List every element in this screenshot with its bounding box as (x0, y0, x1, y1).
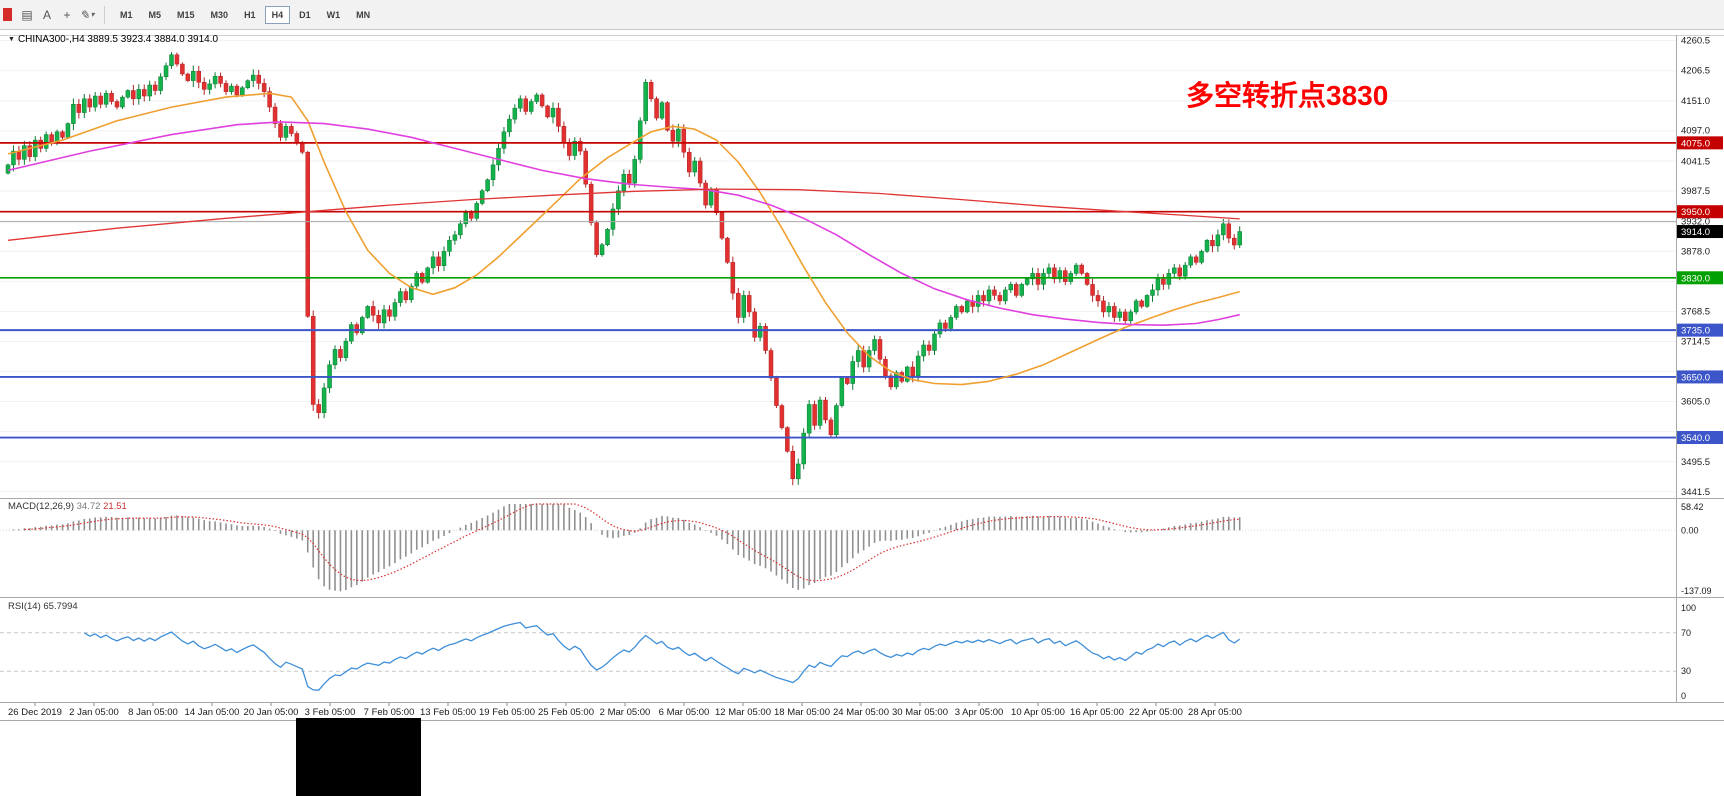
time-label: 14 Jan 05:00 (185, 707, 240, 718)
price-tick-label: 3987.5 (1681, 186, 1710, 197)
rsi-axis-label: 100 (1681, 603, 1696, 613)
menu-icon[interactable]: ▤ (21, 7, 33, 22)
ma-mid-magenta (7, 121, 1240, 327)
timeframe-d1[interactable]: D1 (299, 9, 311, 20)
chart-title: ▼ CHINA300-,H4 3889.5 3923.4 3884.0 3914.… (8, 34, 218, 45)
macd-label: MACD(12,26,9) 34.72 21.51 (8, 501, 127, 512)
bottom-black-bar (296, 718, 421, 796)
price-tick-label: 3605.0 (1681, 397, 1710, 408)
timeframe-mn[interactable]: MN (356, 9, 371, 20)
time-label: 13 Feb 05:00 (420, 707, 476, 718)
rsi-axis-label: 70 (1681, 628, 1691, 638)
macd-value-signal: 21.51 (103, 501, 127, 512)
timeframe-switcher: M1 M5 M15 M30 H1 H4 D1 W1 MN (112, 5, 378, 24)
time-label: 3 Feb 05:00 (305, 707, 356, 718)
price-badge-label: 4075.0 (1681, 138, 1710, 149)
time-label: 25 Feb 05:00 (538, 707, 594, 718)
time-label: 8 Jan 05:00 (128, 707, 178, 718)
price-tick-label: 3932.0 (1681, 217, 1710, 228)
crosshair-icon[interactable]: + (63, 7, 71, 22)
time-label: 20 Jan 05:00 (244, 707, 299, 718)
timeframe-m5[interactable]: M5 (148, 9, 162, 20)
candlestick-series (5, 52, 1242, 486)
price-tick-label: 3768.5 (1681, 307, 1710, 318)
time-label: 12 Mar 05:00 (715, 707, 771, 718)
time-label: 22 Apr 05:00 (1129, 707, 1183, 718)
price-tick-label: 3878.0 (1681, 246, 1710, 257)
toolbar-separator (104, 5, 105, 24)
chevron-down-icon: ▾ (90, 10, 95, 19)
time-label: 24 Mar 05:00 (833, 707, 889, 718)
time-label: 19 Feb 05:00 (479, 707, 535, 718)
price-tick-label: 4151.0 (1681, 96, 1710, 107)
macd-signal-line (24, 503, 1240, 582)
macd-axis-max: 58.42 (1681, 502, 1704, 512)
price-tick-label: 4206.5 (1681, 65, 1710, 76)
price-badge-label: 3540.0 (1681, 433, 1710, 444)
time-label: 30 Mar 05:00 (892, 707, 948, 718)
timeframe-m1[interactable]: M1 (120, 9, 133, 20)
macd-axis-zero: 0.00 (1681, 525, 1699, 535)
time-label: 6 Mar 05:00 (659, 707, 710, 718)
symbol-ohlc-text: CHINA300-,H4 3889.5 3923.4 3884.0 3914.0 (17, 34, 219, 45)
price-tick-label: 4041.5 (1681, 156, 1710, 167)
price-badge (1677, 323, 1723, 337)
time-label: 16 Apr 05:00 (1070, 707, 1124, 718)
price-tick-label: 4260.5 (1681, 36, 1710, 47)
price-badge (1677, 431, 1723, 445)
time-label: 18 Mar 05:00 (774, 707, 830, 718)
ma-fast-orange (7, 92, 1240, 386)
timeframe-m15[interactable]: M15 (177, 9, 195, 20)
price-badge-label: 3950.0 (1681, 207, 1710, 218)
rsi-label: RSI(14) 65.7994 (8, 601, 78, 612)
rsi-value: 65.7994 (43, 601, 78, 612)
chart-menu-icon[interactable]: ▼ (8, 36, 15, 43)
price-tick-label: 3495.5 (1681, 457, 1710, 468)
price-tick-label: 4097.0 (1681, 126, 1710, 137)
app-icon[interactable] (3, 8, 12, 21)
ma-slow-red (7, 188, 1240, 241)
price-tick-label: 3441.5 (1681, 487, 1710, 498)
annotation-text[interactable]: 多空转折点3830 (1186, 80, 1389, 111)
rsi-line (83, 621, 1241, 691)
time-label: 2 Jan 05:00 (69, 707, 119, 718)
price-badge (1677, 205, 1723, 219)
pencil-icon: ✎ (79, 7, 90, 22)
timeframe-m30[interactable]: M30 (210, 9, 229, 20)
draw-tools-icon[interactable]: ✎ ▾ (77, 5, 97, 25)
macd-histogram (12, 504, 1241, 592)
rsi-axis-label: 0 (1681, 691, 1686, 701)
price-badge (1677, 271, 1723, 285)
price-badge (1677, 370, 1723, 384)
price-badge-label: 3650.0 (1681, 372, 1710, 383)
time-label: 28 Apr 05:00 (1188, 707, 1242, 718)
time-label: 26 Dec 2019 (8, 707, 62, 718)
timeframe-h4[interactable]: H4 (264, 5, 291, 24)
macd-value-main: 34.72 (76, 501, 101, 512)
macd-axis-min: -137.09 (1681, 586, 1712, 596)
price-badge-label: 3735.0 (1681, 326, 1710, 337)
time-label: 10 Apr 05:00 (1011, 707, 1065, 718)
time-axis: 26 Dec 2019 2 Jan 05:00 8 Jan 05:00 14 Jan … (8, 702, 1242, 718)
price-badge-label: 3830.0 (1681, 273, 1710, 284)
price-badge (1677, 136, 1723, 150)
macd-name: MACD(12,26,9) (8, 501, 74, 512)
price-badge (1677, 225, 1723, 239)
text-tool-icon[interactable]: A (42, 7, 51, 22)
timeframe-w1[interactable]: W1 (326, 9, 341, 20)
toolbar: ▤ A + ✎ ▾ M1 M5 M15 M30 H1 H4 D1 W1 MN (0, 0, 1724, 30)
rsi-name: RSI(14) (8, 601, 41, 612)
rsi-axis-label: 30 (1681, 666, 1691, 676)
time-label: 7 Feb 05:00 (364, 707, 415, 718)
timeframe-h1[interactable]: H1 (244, 9, 256, 20)
price-badge-label: 3914.0 (1681, 227, 1710, 238)
price-tick-label: 3714.5 (1681, 336, 1710, 347)
time-label: 3 Apr 05:00 (955, 707, 1004, 718)
time-label: 2 Mar 05:00 (600, 707, 651, 718)
